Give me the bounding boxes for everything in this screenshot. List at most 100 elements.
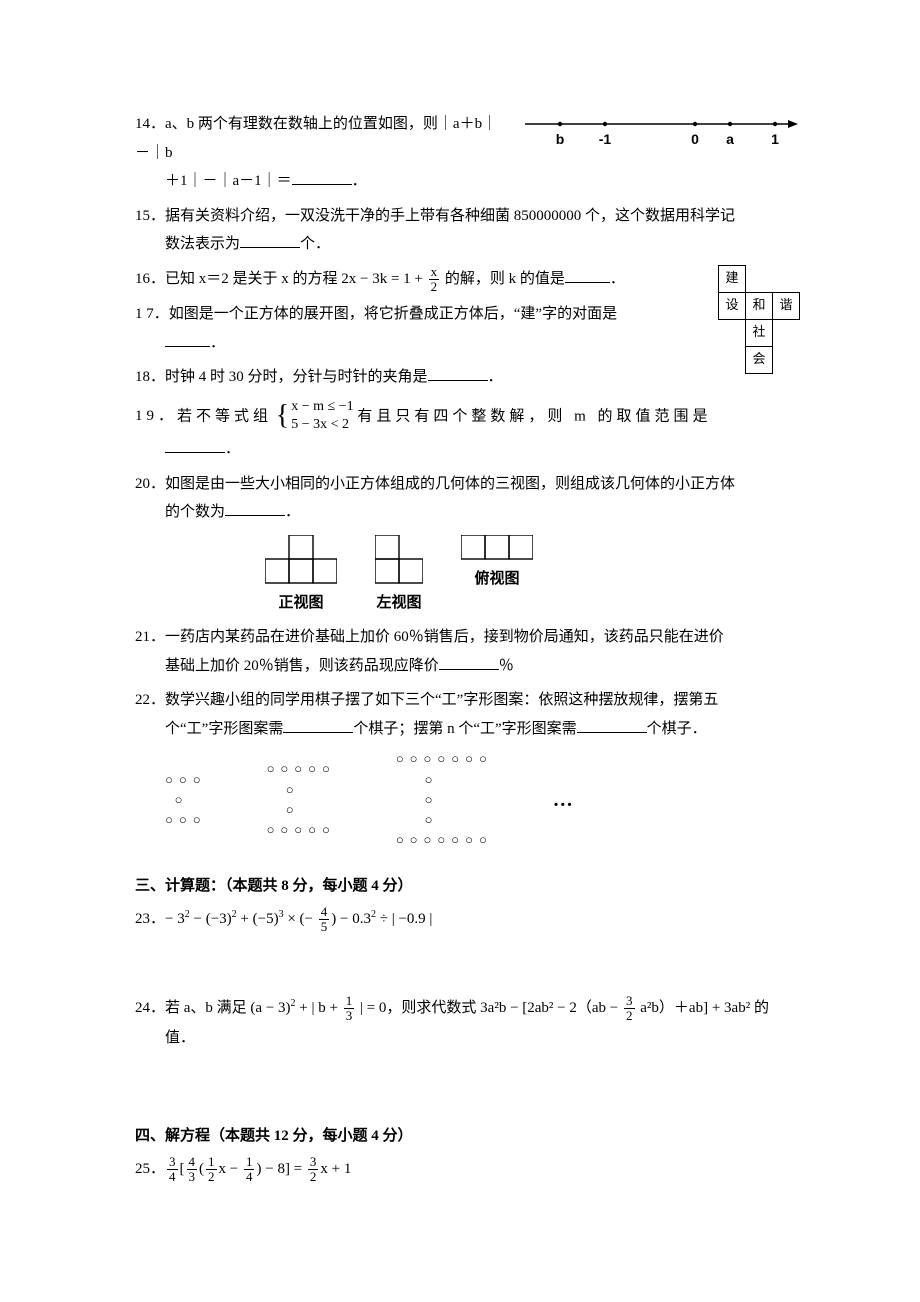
q22-text-b: 个“工”字形图案需 <box>165 721 283 737</box>
q23-d: × (− <box>284 911 317 927</box>
q24-b: + | b + <box>296 1000 342 1016</box>
question-25: 25．34[43(12x − 14) − 8] = 32x + 1 <box>135 1155 800 1185</box>
q24-f1-num: 1 <box>344 994 355 1009</box>
q25-f3-num: 1 <box>206 1155 217 1170</box>
q19-blank <box>165 437 225 453</box>
qnum-21: 21． <box>135 623 165 652</box>
question-18: 18．时钟 4 时 30 分时，分针与时针的夹角是． <box>135 363 800 392</box>
section-3-title: 三、计算题：（本题共 8 分，每小题 4 分） <box>135 872 800 901</box>
q16-period: ． <box>610 271 625 287</box>
q25-midc: x + 1 <box>320 1161 351 1177</box>
q21-text-b: 基础上加价 20％销售，则该药品现应降价 <box>165 658 439 674</box>
three-views-figure: 正视图左视图俯视图 <box>265 535 800 618</box>
qnum-15: 15． <box>135 202 165 231</box>
question-15: 15．据有关资料介绍，一双没洗干净的手上带有各种细菌 850000000 个，这… <box>135 202 800 259</box>
q14-text-a: a、b 两个有理数在数轴上的位置如图，则｜a＋b｜－｜b <box>135 116 497 161</box>
qnum-20: 20． <box>135 470 165 499</box>
q23-e: ) − 0.3 <box>331 911 371 927</box>
q25-f5-num: 3 <box>308 1155 319 1170</box>
qnum-16: 16． <box>135 265 165 294</box>
q18-period: ． <box>488 369 503 385</box>
q16-blank <box>565 267 610 283</box>
q16-text-a: 已知 x＝2 是关于 x 的方程 2x − 3k = 1 + <box>165 271 427 287</box>
q15-blank <box>240 232 300 248</box>
q22-text-d: 个棋子． <box>647 721 707 737</box>
q20-blank <box>225 500 285 516</box>
svg-text:0: 0 <box>691 131 699 147</box>
q25-parl: ( <box>199 1161 204 1177</box>
q20-period: ． <box>285 504 300 520</box>
exam-page: b-10a1 14．a、b 两个有理数在数轴上的位置如图，则｜a＋b｜－｜b ＋… <box>0 0 920 1302</box>
q24-f2-num: 3 <box>624 994 635 1009</box>
q25-mida: x − <box>219 1161 242 1177</box>
qnum-14: 14． <box>135 110 165 139</box>
q15-text-a: 据有关资料介绍，一双没洗干净的手上带有各种细菌 850000000 个，这个数据… <box>165 208 735 224</box>
dot-patterns-figure: ○○○ ○○○○○○○○○ ○ ○○○○○○○○○○○○○ ○ ○ ○○○○○○… <box>165 749 800 850</box>
qnum-22: 22． <box>135 686 165 715</box>
question-22: 22．数学兴趣小组的同学用棋子摆了如下三个“工”字形图案：依照这种摆放规律，摆第… <box>135 686 800 850</box>
question-17: 1 7．如图是一个正方体的展开图，将它折叠成正方体后，“建”字的对面是 ． <box>135 300 800 357</box>
q25-f4-den: 4 <box>244 1170 255 1184</box>
q25-f2-num: 4 <box>187 1155 198 1170</box>
q20-text-b: 的个数为 <box>165 504 225 520</box>
question-16: 16．已知 x＝2 是关于 x 的方程 2x − 3k = 1 + x2 的解，… <box>135 265 800 295</box>
q17-blank <box>165 331 210 347</box>
question-21: 21．一药店内某药品在进价基础上加价 60％销售后，接到物价局通知，该药品只能在… <box>135 623 800 680</box>
qnum-23: 23． <box>135 905 165 934</box>
q21-text-a: 一药店内某药品在进价基础上加价 60％销售后，接到物价局通知，该药品只能在进价 <box>165 629 724 645</box>
q25-brl: [ <box>180 1161 185 1177</box>
q16-frac-den: 2 <box>429 280 440 294</box>
svg-text:b: b <box>556 131 565 147</box>
q15-text-b: 数法表示为 <box>165 236 240 252</box>
question-24: 24．若 a、b 满足 (a − 3)2 + | b + 13 | = 0，则求… <box>135 994 800 1052</box>
qnum-19: 19． <box>135 402 177 431</box>
q16-frac-num: x <box>429 265 440 280</box>
q24-f2-den: 2 <box>624 1009 635 1023</box>
svg-text:-1: -1 <box>599 131 612 147</box>
qnum-18: 18． <box>135 363 165 392</box>
sys-line2: 5 − 3x < 2 <box>291 416 353 435</box>
q23-b: − (−3) <box>190 911 232 927</box>
q14-blank <box>292 169 352 185</box>
question-20: 20．如图是由一些大小相同的小正方体组成的几何体的三视图，则组成该几何体的小正方… <box>135 470 800 618</box>
q14-period: ． <box>352 173 367 189</box>
q24-f1-den: 3 <box>344 1009 355 1023</box>
q23-a: − 3 <box>165 911 185 927</box>
qnum-25: 25． <box>135 1155 165 1184</box>
q23-frac-num: 4 <box>319 905 330 920</box>
brace-icon: { <box>276 402 289 430</box>
svg-text:a: a <box>726 131 734 147</box>
q25-f1-num: 3 <box>167 1155 178 1170</box>
q25-midb: ) − 8] = <box>256 1161 305 1177</box>
q22-text-c: 个棋子；摆第 n 个“工”字形图案需 <box>353 721 576 737</box>
q21-text-c: ％ <box>499 658 514 674</box>
number-line-diagram: b -1 0 a 1 <box>520 110 800 160</box>
q25-f2-den: 3 <box>187 1170 198 1184</box>
q15-text-c: 个． <box>300 236 330 252</box>
q19-text-a: 若不等式组 <box>177 408 272 424</box>
q20-text-a: 如图是由一些大小相同的小正方体组成的几何体的三视图，则组成该几何体的小正方体 <box>165 476 735 492</box>
q16-text-b: 的解，则 k 的值是 <box>441 271 565 287</box>
q23-frac-den: 5 <box>319 920 330 934</box>
q22-blank-2 <box>577 717 647 733</box>
q23-f: ÷ | −0.9 | <box>376 911 432 927</box>
q24-e: 值． <box>165 1030 195 1046</box>
q25-f4-num: 1 <box>244 1155 255 1170</box>
q23-c: + (−5) <box>237 911 279 927</box>
question-19: 19．若不等式组 {x − m ≤ −15 − 3x < 2 有且只有四个整数解… <box>135 398 800 464</box>
svg-text:1: 1 <box>771 131 779 147</box>
q18-blank <box>428 365 488 381</box>
inequality-system: x − m ≤ −15 − 3x < 2 <box>291 398 353 436</box>
q21-blank <box>439 654 499 670</box>
section-4-title: 四、解方程（本题共 12 分，每小题 4 分） <box>135 1122 800 1151</box>
q24-c: | = 0，则求代数式 3a²b − [2ab² − 2（ab − <box>356 1000 622 1016</box>
question-14: b -1 0 a 1 14．a、b 两个有理数在数轴上的位置如图，则｜a＋b｜－｜b ＋… <box>135 110 800 196</box>
qnum-24: 24． <box>135 994 165 1023</box>
qnum-17: 1 7． <box>135 300 169 329</box>
q17-period: ． <box>210 335 225 351</box>
q25-f3-den: 2 <box>206 1170 217 1184</box>
q17-text-a: 如图是一个正方体的展开图，将它折叠成正方体后，“建”字的对面是 <box>169 306 617 322</box>
q22-text-a: 数学兴趣小组的同学用棋子摆了如下三个“工”字形图案：依照这种摆放规律，摆第五 <box>165 692 718 708</box>
q14-text-b: ＋1｜－｜a－1｜＝ <box>165 173 292 189</box>
q24-a: 若 a、b 满足 (a − 3) <box>165 1000 291 1016</box>
